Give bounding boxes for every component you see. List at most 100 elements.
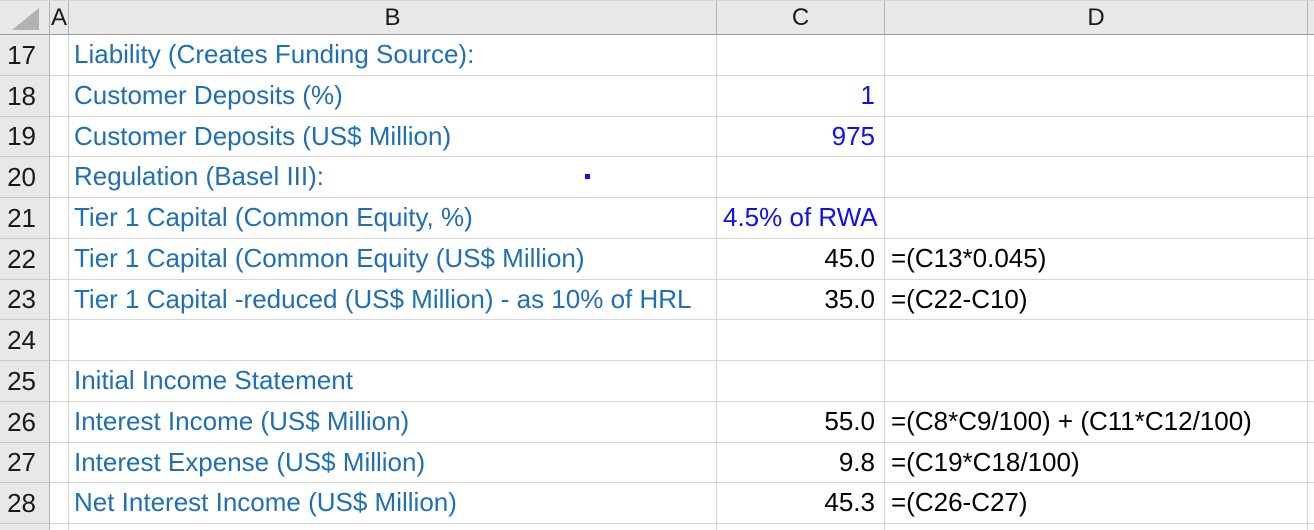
cell-B18[interactable]: Customer Deposits (%) [69, 75, 717, 117]
cell-text: Initial Income Statement [74, 365, 353, 396]
cell-C24[interactable] [717, 320, 885, 361]
cell-a[interactable] [50, 238, 69, 280]
row-header[interactable]: 17 [0, 35, 50, 76]
cell-C28[interactable]: 45.3 [717, 483, 885, 524]
cell-text: Tier 1 Capital -reduced (US$ Million) - … [74, 283, 692, 314]
row-header[interactable]: 19 [0, 116, 50, 158]
cell-D25[interactable] [885, 361, 1308, 402]
cell-B17[interactable]: Liability (Creates Funding Source): [69, 35, 717, 76]
row-header[interactable]: 27 [0, 442, 50, 484]
cell-text: Customer Deposits (US$ Million) [74, 120, 452, 151]
cell-B22[interactable]: Tier 1 Capital (Common Equity (US$ Milli… [69, 238, 717, 280]
cell-B23[interactable]: Tier 1 Capital -reduced (US$ Million) - … [69, 279, 717, 321]
sheet-row: 28 Net Interest Income (US$ Million) 45.… [0, 483, 1314, 524]
row-header[interactable]: 25 [0, 361, 50, 402]
cell-e [1308, 157, 1314, 198]
cell[interactable] [717, 524, 885, 530]
cell-e [1308, 35, 1314, 76]
cell-B25[interactable]: Initial Income Statement [69, 361, 717, 402]
cell-C23[interactable]: 35.0 [717, 279, 885, 321]
column-header-a[interactable]: A [50, 1, 69, 35]
row-header[interactable]: 23 [0, 279, 50, 321]
cell-B24[interactable] [69, 320, 717, 361]
row-header[interactable]: 28 [0, 483, 50, 524]
cell-B26[interactable]: Interest Income (US$ Million) [69, 401, 717, 443]
cell-text: 45.3 [824, 487, 875, 518]
cell-a[interactable] [50, 279, 69, 321]
partial-row [0, 524, 1314, 530]
cell-D22[interactable]: =(C13*0.045) [885, 238, 1308, 280]
cell-D19[interactable] [885, 116, 1308, 158]
cell-D20[interactable] [885, 157, 1308, 198]
cell-D27[interactable]: =(C19*C18/100) [885, 442, 1308, 484]
cell[interactable] [69, 524, 717, 530]
cell-C27[interactable]: 9.8 [717, 442, 885, 484]
cell-a[interactable] [50, 320, 69, 361]
cell-D24[interactable] [885, 320, 1308, 361]
cell-D17[interactable] [885, 35, 1308, 76]
row-number: 23 [7, 284, 36, 315]
cell-text: 35.0 [824, 283, 875, 314]
cell-a[interactable] [50, 75, 69, 117]
row-header[interactable] [0, 524, 50, 530]
cell-text: =(C22-C10) [891, 283, 1028, 314]
cell-D23[interactable]: =(C22-C10) [885, 279, 1308, 321]
cell-a[interactable] [50, 157, 69, 198]
cell-B27[interactable]: Interest Expense (US$ Million) [69, 442, 717, 484]
cell-e [1308, 198, 1314, 239]
cell-e [1308, 361, 1314, 402]
column-header-c[interactable]: C [717, 1, 885, 35]
row-header[interactable]: 21 [0, 198, 50, 239]
cell-C20[interactable] [717, 157, 885, 198]
column-header-d[interactable]: D [885, 1, 1308, 35]
cell-B21[interactable]: Tier 1 Capital (Common Equity, %) [69, 198, 717, 239]
sheet-row: 27 Interest Expense (US$ Million) 9.8 =(… [0, 442, 1314, 484]
cell-a[interactable] [50, 442, 69, 484]
cell-C19[interactable]: 975 [717, 116, 885, 158]
cell-e [1308, 239, 1314, 280]
select-all-triangle-icon [12, 8, 39, 30]
sheet-row: 19 Customer Deposits (US$ Million) 975 [0, 116, 1314, 158]
sheet-row: 21 Tier 1 Capital (Common Equity, %) 4.5… [0, 198, 1314, 239]
row-header[interactable]: 24 [0, 320, 50, 361]
cell-a[interactable] [50, 401, 69, 443]
cell-a[interactable] [50, 116, 69, 158]
cell-e [1308, 443, 1314, 484]
cell-D28[interactable]: =(C26-C27) [885, 483, 1308, 524]
sheet-row: 17 Liability (Creates Funding Source): [0, 35, 1314, 76]
cell-C17[interactable] [717, 35, 885, 76]
row-header[interactable]: 22 [0, 238, 50, 280]
cell-text: 55.0 [824, 405, 875, 436]
cell-text: =(C26-C27) [891, 487, 1028, 518]
cell-text: 45.0 [824, 242, 875, 273]
cell-a[interactable] [50, 483, 69, 524]
column-header-label: D [1087, 3, 1105, 31]
cell-B19[interactable]: Customer Deposits (US$ Million) [69, 116, 717, 158]
cell-C25[interactable] [717, 361, 885, 402]
column-header-label: A [50, 3, 67, 31]
cell-C26[interactable]: 55.0 [717, 401, 885, 443]
sheet-body: 17 Liability (Creates Funding Source): 1… [0, 35, 1314, 524]
row-header[interactable]: 18 [0, 75, 50, 117]
cell-D26[interactable]: =(C8*C9/100) + (C11*C12/100) [885, 401, 1308, 443]
cell[interactable] [50, 524, 69, 530]
cell-a[interactable] [50, 35, 69, 76]
cell-text: =(C13*0.045) [891, 242, 1047, 273]
column-header-b[interactable]: B [69, 1, 717, 35]
row-header[interactable]: 20 [0, 157, 50, 198]
cell-C21[interactable]: 4.5% of RWA [717, 198, 885, 239]
cell-a[interactable] [50, 361, 69, 402]
cell-C22[interactable]: 45.0 [717, 238, 885, 280]
row-header[interactable]: 26 [0, 401, 50, 443]
cell-a[interactable] [50, 198, 69, 239]
cell-D21[interactable] [885, 198, 1308, 239]
cell-C18[interactable]: 1 [717, 75, 885, 117]
sheet-row: 20 Regulation (Basel III): [0, 157, 1314, 198]
cell-text: 9.8 [838, 446, 875, 477]
cell-D18[interactable] [885, 75, 1308, 117]
cell-text: Interest Income (US$ Million) [74, 405, 410, 436]
cell-B28[interactable]: Net Interest Income (US$ Million) [69, 483, 717, 524]
select-all-corner[interactable] [0, 1, 50, 35]
cell-B20[interactable]: Regulation (Basel III): [69, 157, 717, 198]
cell[interactable] [885, 524, 1308, 530]
